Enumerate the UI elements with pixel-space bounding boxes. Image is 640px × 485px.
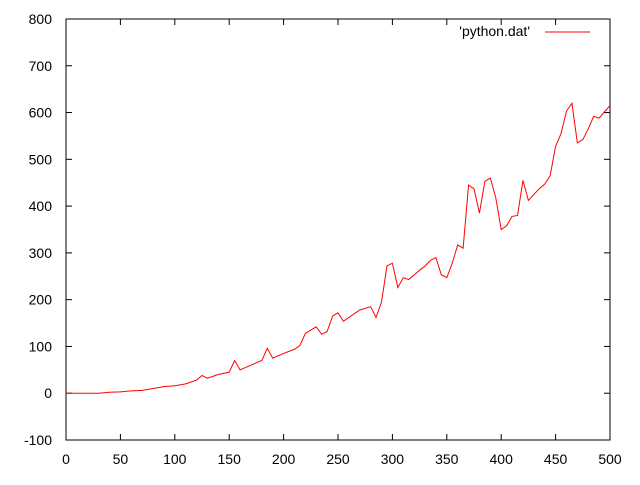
x-tick-label: 450 — [544, 451, 568, 467]
plot-area — [65, 18, 611, 441]
legend-label: 'python.dat' — [459, 23, 530, 39]
y-tick-label: 100 — [29, 338, 53, 354]
x-tick-label: 0 — [62, 451, 70, 467]
y-tick-label: 600 — [29, 105, 53, 121]
legend: 'python.dat' — [459, 23, 590, 39]
y-tick-label: -100 — [24, 432, 52, 448]
x-tick-label: 400 — [490, 451, 514, 467]
y-tick-label: 0 — [44, 385, 52, 401]
y-axis: -100 0 100 200 300 400 500 600 700 800 — [24, 11, 610, 448]
y-tick-label: 500 — [29, 151, 53, 167]
x-tick-label: 500 — [598, 451, 622, 467]
series-line — [66, 101, 611, 394]
x-tick-label: 200 — [272, 451, 296, 467]
y-tick-label: 200 — [29, 292, 53, 308]
x-tick-label: 300 — [381, 451, 405, 467]
x-tick-label: 250 — [326, 451, 350, 467]
x-tick-label: 50 — [113, 451, 129, 467]
y-tick-label: 700 — [29, 58, 53, 74]
x-axis: 0 50 100 150 200 250 300 350 400 450 500 — [62, 19, 622, 467]
series-layer — [66, 101, 611, 394]
x-tick-label: 100 — [163, 451, 187, 467]
x-tick-label: 150 — [218, 451, 242, 467]
y-tick-label: 400 — [29, 198, 53, 214]
y-tick-label: 300 — [29, 245, 53, 261]
y-tick-label: 800 — [29, 11, 53, 27]
x-tick-label: 350 — [435, 451, 459, 467]
